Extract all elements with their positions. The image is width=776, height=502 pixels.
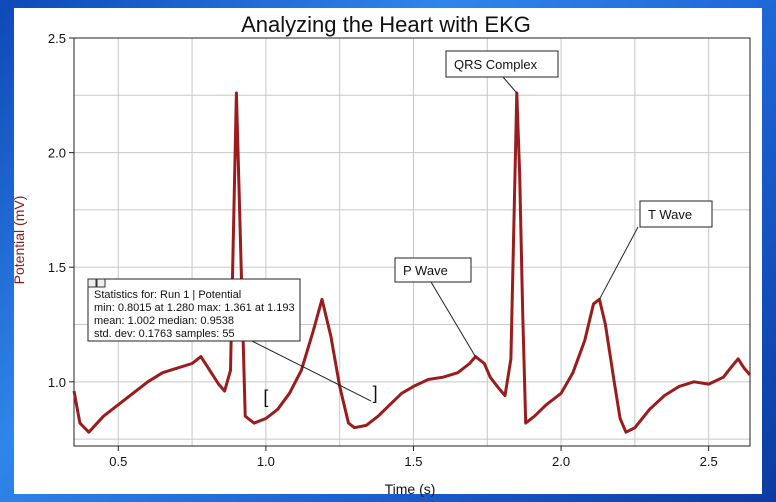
y-tick-label: 2.5	[48, 31, 66, 46]
statistics-leader	[249, 339, 372, 402]
statistics-line: Statistics for: Run 1 | Potential	[94, 289, 241, 301]
selection-start-bracket[interactable]: [	[263, 387, 268, 407]
x-tick-label: 1.5	[404, 454, 422, 469]
selection-end-bracket[interactable]: ]	[373, 383, 378, 403]
series	[72, 91, 752, 434]
callout-leader	[502, 76, 518, 94]
x-tick-label: 2.0	[552, 454, 570, 469]
statistics-line: min: 0.8015 at 1.280 max: 1.361 at 1.193	[94, 302, 295, 314]
statistics-line: mean: 1.002 median: 0.9538	[94, 315, 234, 327]
x-tick-label: 1.0	[257, 454, 275, 469]
callout-leader	[430, 281, 476, 357]
statistics-panel[interactable]	[87, 278, 301, 342]
plot-border	[73, 37, 751, 447]
y-tick-label: 2.0	[48, 146, 66, 161]
x-tick-label: 2.5	[700, 454, 718, 469]
x-axis-label: Time (s)	[385, 481, 436, 497]
chart-title: Analyzing the Heart with EKG	[241, 12, 531, 37]
callout-leader	[599, 226, 639, 300]
statistics-line: std. dev: 0.1763 samples: 55	[94, 328, 235, 340]
y-tick-label: 1.5	[48, 260, 66, 275]
callout-label: QRS Complex	[454, 57, 538, 72]
callout-box[interactable]	[445, 50, 559, 78]
callout-box[interactable]	[639, 200, 713, 228]
grid	[74, 37, 750, 446]
y-tick-label: 1.0	[48, 375, 66, 390]
graph-panel	[14, 8, 762, 494]
ticks: 0.5 1.0 1.5 2.0 2.5 1.0 1.5 2.0 2.5	[48, 31, 718, 469]
callout-box[interactable]	[394, 257, 472, 283]
callout-label: P Wave	[403, 263, 448, 278]
ekg-series-line	[72, 91, 752, 434]
stats-close-icon[interactable]	[96, 278, 106, 288]
y-axis-label: Potential (mV)	[11, 196, 27, 285]
callout-label: T Wave	[648, 207, 692, 222]
stats-menu-icon[interactable]	[87, 278, 97, 288]
annotations: QRS Complex P Wave T Wave []	[263, 50, 713, 407]
x-tick-label: 0.5	[109, 454, 127, 469]
